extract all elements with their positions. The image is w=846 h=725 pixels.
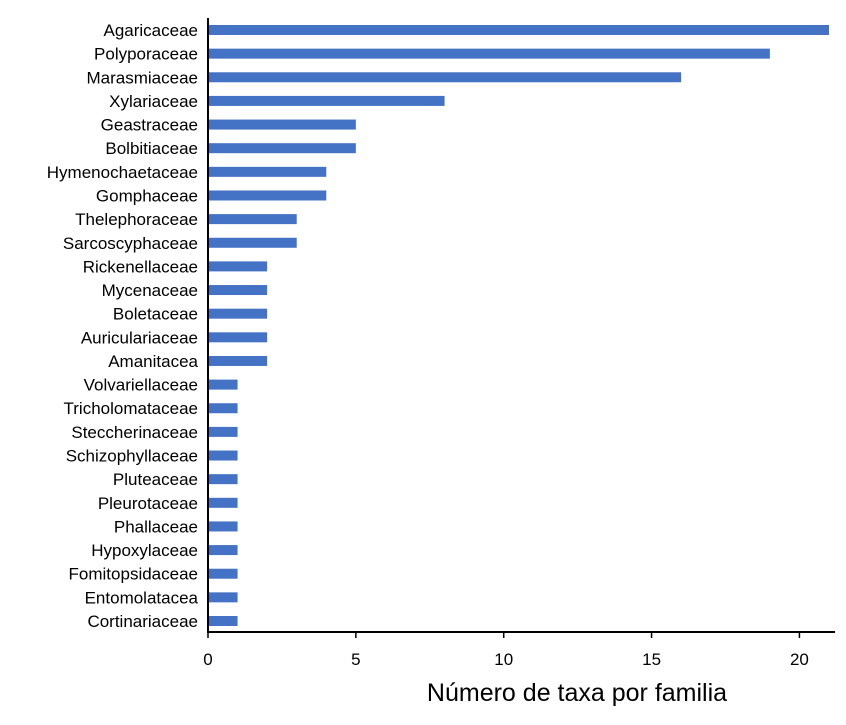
bar-sarcoscyphaceae	[208, 237, 297, 248]
bar-volvariellaceae	[208, 379, 238, 390]
category-label: Bolbitiaceae	[105, 139, 198, 158]
bar-auriculariaceae	[208, 332, 268, 343]
bar-polyporaceae	[208, 48, 770, 59]
bar-pluteaceae	[208, 474, 238, 485]
bar-steccherinaceae	[208, 426, 238, 437]
bar-hypoxylaceae	[208, 545, 238, 556]
category-label: Pleurotaceae	[98, 494, 198, 513]
bar-hymenochaetaceae	[208, 166, 327, 177]
x-tick-label: 5	[351, 650, 360, 669]
category-label: Steccherinaceae	[71, 423, 198, 442]
bar-rickenellaceae	[208, 261, 268, 272]
category-label: Schizophyllaceae	[66, 447, 198, 466]
category-label: Gomphaceae	[96, 186, 198, 205]
category-label: Pluteaceae	[113, 470, 198, 489]
category-labels: Agaricaceae Polyporaceae Marasmiaceae Xylar…	[47, 21, 199, 631]
x-tick-label: 10	[494, 650, 513, 669]
category-label: Tricholomataceae	[64, 399, 199, 418]
category-label: Xylariaceae	[109, 92, 198, 111]
category-label: Thelephoraceae	[75, 210, 198, 229]
category-label: Hymenochaetaceae	[47, 163, 198, 182]
bar-marasmiaceae	[208, 72, 682, 83]
bar-tricholomataceae	[208, 403, 238, 414]
category-label: Geastraceae	[101, 116, 198, 135]
category-label: Sarcoscyphaceae	[63, 234, 198, 253]
bar-geastraceae	[208, 119, 356, 130]
bar-agaricaceae	[208, 25, 829, 35]
category-label: Hypoxylaceae	[91, 541, 198, 560]
bar-bolbitiaceae	[208, 143, 356, 154]
bar-xylariaceae	[208, 95, 445, 106]
category-label: Volvariellaceae	[84, 376, 198, 395]
axes: 0 5 10 15 20	[203, 18, 835, 669]
category-label: Entomolatacea	[85, 588, 199, 607]
bar-fomitopsidaceae	[208, 568, 238, 579]
bar-schizophyllaceae	[208, 450, 238, 461]
category-label: Fomitopsidaceae	[69, 565, 198, 584]
category-label: Rickenellaceae	[83, 257, 198, 276]
bar-thelephoraceae	[208, 214, 297, 225]
bar-amanitacea	[208, 355, 268, 366]
x-axis-title: Número de taxa por familia	[427, 679, 727, 707]
bar-boletaceae	[208, 308, 268, 319]
category-label: Amanitacea	[108, 352, 198, 371]
bars-layer	[208, 25, 829, 626]
bar-pleurotaceae	[208, 497, 238, 508]
category-label: Boletaceae	[113, 305, 198, 324]
category-label: Auriculariaceae	[81, 328, 198, 347]
bar-entomolatacea	[208, 592, 238, 603]
category-label: Phallaceae	[114, 517, 198, 536]
category-label: Agaricaceae	[103, 21, 198, 40]
x-tick-label: 20	[790, 650, 809, 669]
category-label: Marasmiaceae	[87, 68, 199, 87]
category-label: Polyporaceae	[94, 45, 198, 64]
x-tick-label: 0	[203, 650, 212, 669]
bar-gomphaceae	[208, 190, 327, 201]
bar-mycenaceae	[208, 285, 268, 296]
category-label: Cortinariaceae	[87, 612, 198, 631]
bar-phallaceae	[208, 521, 238, 532]
x-tick-label: 15	[642, 650, 661, 669]
category-label: Mycenaceae	[102, 281, 198, 300]
bar-cortinariaceae	[208, 616, 238, 626]
